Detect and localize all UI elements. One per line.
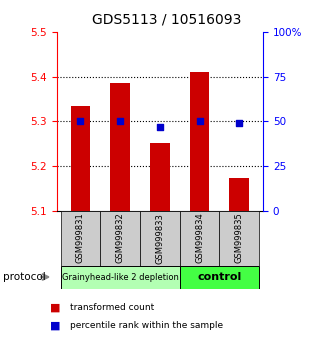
Text: transformed count: transformed count: [70, 303, 154, 313]
Bar: [100, 211, 140, 266]
Text: Grainyhead-like 2 depletion: Grainyhead-like 2 depletion: [62, 273, 178, 281]
Text: ■: ■: [50, 303, 61, 313]
Text: ■: ■: [50, 321, 61, 331]
Bar: [229, 178, 249, 211]
Text: GSM999833: GSM999833: [155, 213, 165, 263]
Point: [157, 124, 163, 130]
Text: percentile rank within the sample: percentile rank within the sample: [70, 321, 223, 330]
Point: [236, 120, 242, 126]
Bar: [189, 72, 209, 211]
Text: GSM999834: GSM999834: [195, 213, 204, 263]
Bar: [180, 211, 219, 266]
Bar: [219, 211, 259, 266]
Bar: [61, 266, 180, 289]
Bar: [71, 105, 90, 211]
Point: [197, 118, 202, 124]
Text: GSM999831: GSM999831: [76, 213, 85, 263]
Text: GSM999832: GSM999832: [116, 213, 125, 263]
Text: protocol: protocol: [3, 272, 46, 282]
Point: [118, 118, 123, 124]
Text: control: control: [197, 272, 241, 282]
Point: [78, 118, 83, 124]
Text: GSM999835: GSM999835: [235, 213, 244, 263]
Text: GDS5113 / 10516093: GDS5113 / 10516093: [92, 12, 241, 27]
Bar: [140, 211, 180, 266]
Bar: [150, 143, 170, 211]
Bar: [61, 211, 100, 266]
Bar: [110, 83, 130, 211]
Bar: [180, 266, 259, 289]
